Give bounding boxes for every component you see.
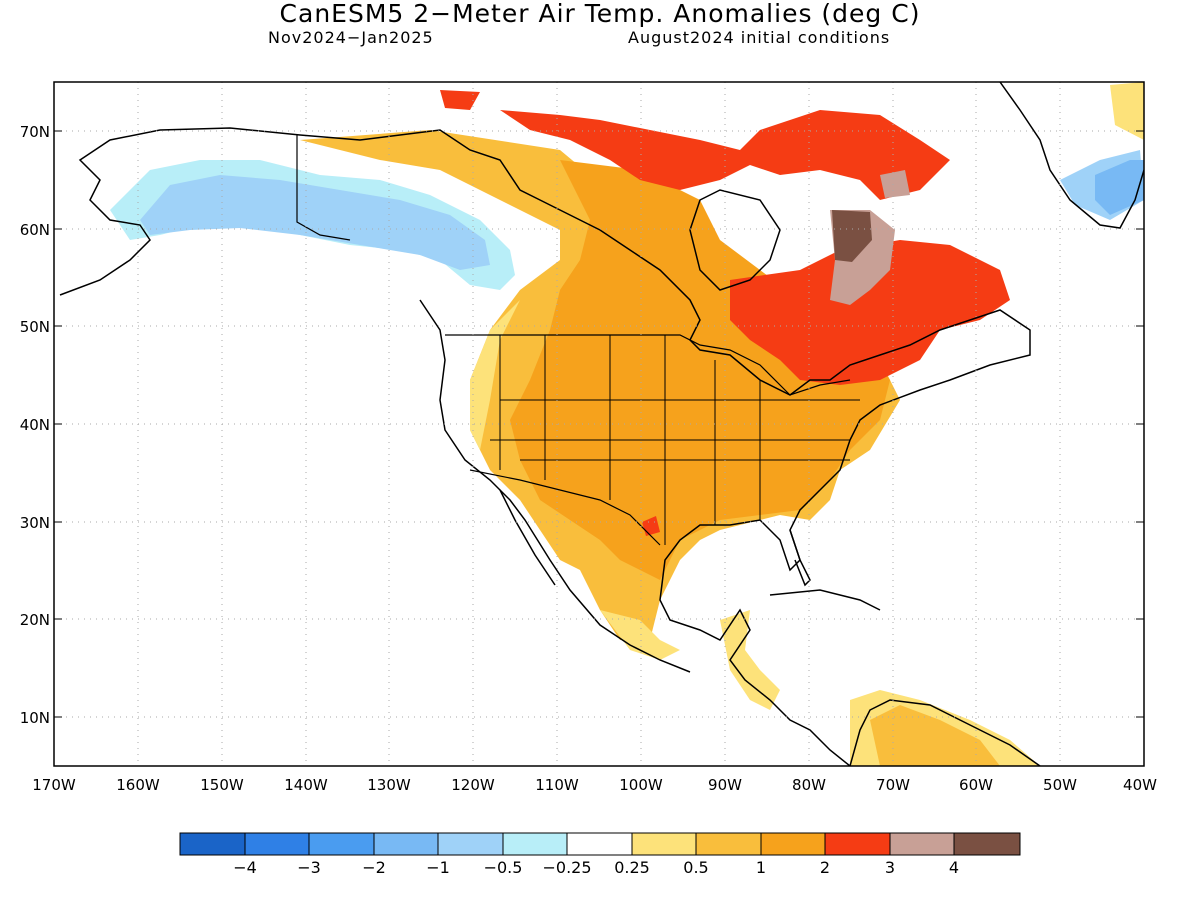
colorbar-label: −0.5 [484, 858, 523, 877]
tick-marks [54, 130, 1144, 718]
anomaly-region-yellow-central-america [720, 610, 780, 710]
colorbar-swatch [502, 832, 568, 856]
anomaly-region-red-baffin [440, 90, 480, 110]
colorbar-label: −4 [233, 858, 257, 877]
lat-label: 40N [20, 416, 50, 434]
colorbar-label: 2 [820, 858, 830, 877]
lon-label: 120W [451, 776, 495, 794]
coastline-north-america [59, 127, 1031, 766]
grid-lines [54, 82, 1144, 766]
state-lines [490, 335, 860, 545]
lon-label: 110W [535, 776, 579, 794]
anomaly-region-south-america-orange [870, 705, 1000, 766]
colorbar-swatch [631, 832, 697, 856]
colorbar-label: −3 [297, 858, 321, 877]
colorbar-swatch [566, 832, 633, 856]
lat-label: 70N [20, 123, 50, 141]
lat-label: 50N [20, 318, 50, 336]
lon-label: 70W [876, 776, 910, 794]
political-borders [296, 135, 860, 546]
anomaly-region-red-quebec [730, 240, 1010, 385]
anomaly-region-greenland-darker-blue [1095, 160, 1144, 215]
anomaly-region-brown-dark [832, 210, 872, 262]
anomaly-region-orange [510, 160, 890, 580]
colorbar-label: 0.5 [683, 858, 708, 877]
colorbar-swatch [953, 832, 1021, 856]
coastlines [59, 82, 1144, 766]
lon-label: 140W [284, 776, 328, 794]
coastline-south-america [849, 699, 1041, 766]
colorbar-swatch [824, 832, 891, 856]
coastline-cuba [769, 589, 881, 611]
coastline-florida [789, 529, 811, 587]
lon-label: 50W [1043, 776, 1077, 794]
lat-label: 30N [20, 514, 50, 532]
lon-label: 160W [116, 776, 160, 794]
colorbar-swatch [760, 832, 826, 856]
anomaly-region-brown-baffin [880, 170, 910, 198]
map-title: CanESM5 2−Meter Air Temp. Anomalies (deg… [279, 0, 921, 28]
coastline-greenland [999, 82, 1144, 229]
border-us-mexico [469, 469, 661, 546]
colorbar-label: 3 [885, 858, 895, 877]
lon-label: 100W [619, 776, 663, 794]
lat-label: 10N [20, 709, 50, 727]
colorbar-label: 0.25 [614, 858, 650, 877]
latitude-labels: 70N 60N 50N 40N 30N 20N 10N [20, 123, 50, 727]
anomaly-region-yellow-mexico [600, 610, 680, 660]
colorbar-swatch [308, 832, 375, 856]
lon-label: 170W [32, 776, 76, 794]
colorbar-swatch [695, 832, 762, 856]
colorbar-label: −2 [362, 858, 386, 877]
lon-label: 150W [200, 776, 244, 794]
coastline-west [419, 299, 691, 673]
coastline-hudson-bay [689, 189, 781, 291]
longitude-labels: 170W 160W 150W 140W 130W 120W 110W 100W … [32, 776, 1157, 794]
colorbar-label: −0.25 [542, 858, 591, 877]
colorbar-swatch [889, 832, 955, 856]
lon-label: 80W [792, 776, 826, 794]
colorbar-swatch [244, 832, 310, 856]
initial-conditions: August2024 initial conditions [628, 28, 891, 47]
forecast-period: Nov2024−Jan2025 [268, 28, 434, 47]
colorbar-label: 1 [756, 858, 766, 877]
lon-label: 40W [1123, 776, 1157, 794]
lon-label: 90W [708, 776, 742, 794]
anomaly-field [110, 82, 1144, 766]
border-alaska-canada [296, 135, 351, 241]
coastline-baja [499, 489, 556, 586]
anomaly-region-greenland-yellow [1110, 82, 1144, 140]
border-us-canada [445, 334, 851, 396]
anomaly-region-blue [140, 175, 490, 270]
lon-label: 60W [959, 776, 993, 794]
colorbar-swatch [373, 832, 439, 856]
colorbar: −4 −3 −2 −1 −0.5 −0.25 0.25 0.5 1 2 3 4 [179, 832, 1021, 877]
lat-label: 60N [20, 221, 50, 239]
colorbar-swatch [437, 832, 504, 856]
lat-label: 20N [20, 611, 50, 629]
colorbar-label: −1 [426, 858, 450, 877]
anomaly-region-yellow-west [470, 300, 520, 450]
colorbar-swatch [179, 832, 246, 856]
lon-label: 130W [367, 776, 411, 794]
colorbar-label: 4 [949, 858, 959, 877]
